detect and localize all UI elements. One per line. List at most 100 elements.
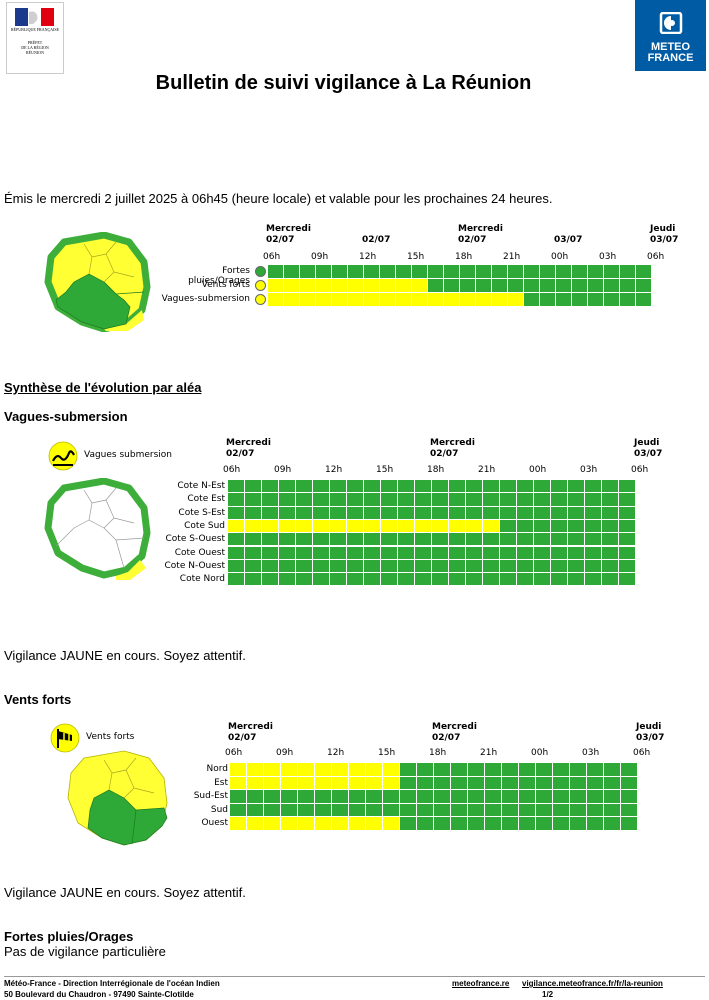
vents-icon-label: Vents forts [86,732,135,742]
time-tick: 00h [531,748,549,758]
timeline-cell [415,533,431,546]
timeline-cell [364,279,379,292]
timeline-cell [570,817,586,830]
logo-text: FRANCE [647,52,694,64]
date-header-day: Jeudi [634,438,660,448]
timeline-cell [434,776,450,789]
timeline-cell [268,279,283,292]
footer-link-vigilance[interactable]: vigilance.meteofrance.fr/fr/la-reunion [522,979,663,988]
timeline-cell [451,817,467,830]
timeline-cell [383,776,399,789]
timeline-cell [415,519,431,533]
timeline-cell [398,519,414,533]
timeline-cell [364,559,380,573]
timeline-cell [415,573,431,586]
time-tick: 09h [274,465,292,475]
timeline-cell [264,763,280,776]
timeline-cell [313,519,329,533]
timeline-cell [468,776,484,789]
timeline-cell [262,506,278,519]
timeline-cell [428,265,443,278]
timeline-cell [315,803,331,816]
date-header-date: 02/07 [458,235,487,245]
time-tick: 12h [359,252,377,262]
timeline-cell [432,533,448,546]
timeline-cell [380,293,395,306]
timeline-cell [492,265,507,278]
timeline-cell [585,480,601,493]
timeline-cell [268,293,283,306]
date-header-day: Jeudi [650,224,676,234]
timeline-cell [485,763,501,776]
timeline-cell [298,803,314,816]
wave-icon [48,441,78,471]
timeline-cell [228,559,244,573]
timeline-cell [500,573,516,586]
prefet-line: RÉPUBLIQUE FRANÇAISE [10,27,60,32]
timeline-cell [568,480,584,493]
timeline-cell [284,279,299,292]
timeline-cell [570,763,586,776]
timeline-cell [483,480,499,493]
timeline-cell [349,817,365,830]
timeline-cell [332,265,347,278]
date-header-date: 03/07 [554,235,583,245]
timeline-cell [247,817,263,830]
timeline-cell [621,803,637,816]
timeline-cell [412,293,427,306]
timeline-cell [347,480,363,493]
timeline-cell [517,480,533,493]
timeline-cell [568,573,584,586]
timeline-cell [300,293,315,306]
timeline-cell [449,493,465,506]
timeline-cell [264,817,280,830]
timeline-cell [268,265,283,278]
timeline-cell [315,817,331,830]
timeline-cell [551,533,567,546]
timeline-cell [449,519,465,533]
timeline-cell [281,790,297,803]
timeline-cell [572,265,587,278]
timeline-cell [508,293,523,306]
timeline-cell [366,803,382,816]
time-tick: 12h [327,748,345,758]
timeline-cell [279,506,295,519]
timeline-cell [466,519,482,533]
date-header-date: 02/07 [226,449,255,459]
timeline-cell [444,279,459,292]
timeline-cell [313,559,329,573]
emission-text: Émis le mercredi 2 juillet 2025 à 06h45 … [4,191,553,206]
timeline-cell [364,265,379,278]
timeline-cell [540,265,555,278]
timeline-cell [264,790,280,803]
timeline-cell [349,776,365,789]
timeline-cell [230,776,246,789]
timeline-cell [502,763,518,776]
timeline-cell [585,533,601,546]
timeline-cell [483,519,499,533]
timeline-cell [536,803,552,816]
timeline-cell [313,480,329,493]
timeline-cell [500,493,516,506]
summary-map [44,232,151,332]
timeline-cell [313,573,329,586]
time-tick: 15h [376,465,394,475]
timeline-cell [492,279,507,292]
footer-divider [4,976,705,977]
timeline-cell [483,533,499,546]
date-header-day: Mercredi [458,224,503,234]
timeline-cell [315,776,331,789]
footer-org: Météo-France - Direction Interrégionale … [4,979,220,988]
timeline-cell [553,803,569,816]
timeline-cell [332,293,347,306]
timeline-cell [298,790,314,803]
timeline-cell [620,293,635,306]
timeline-cell [444,293,459,306]
timeline-cell [517,506,533,519]
timeline-cell [347,573,363,586]
timeline-cell [366,790,382,803]
timeline-cell [572,293,587,306]
timeline-cell [568,546,584,559]
timeline-cell [281,817,297,830]
footer-link-meteofrance[interactable]: meteofrance.re [452,979,510,988]
